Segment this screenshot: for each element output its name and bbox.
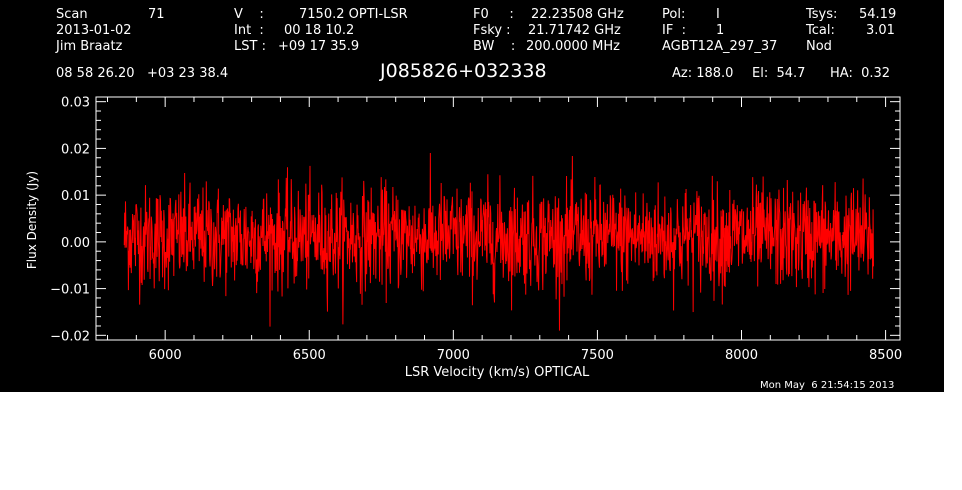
velocity-label: V : — [234, 7, 264, 22]
y-tick-label: −0.01 — [50, 283, 90, 298]
observing-mode: Nod — [806, 39, 832, 54]
y-tick-label: 0.02 — [61, 142, 90, 157]
rest-frequency-value: 22.23508 GHz — [531, 7, 624, 22]
polarization-value: I — [716, 7, 720, 22]
project-id: AGBT12A_297_37 — [662, 39, 778, 54]
integration-value: 00 18 10.2 — [284, 23, 355, 38]
sky-frequency-label: Fsky : — [473, 23, 511, 38]
y-tick-label: −0.02 — [50, 329, 90, 344]
x-tick-label: 7500 — [581, 348, 614, 363]
y-tick-label: 0.01 — [61, 189, 90, 204]
lst-value: +09 17 35.9 — [278, 39, 360, 54]
y-tick-label: 0.03 — [61, 96, 90, 111]
observation-date: 2013-01-02 — [56, 23, 132, 38]
tcal-label: Tcal: — [806, 23, 835, 38]
bandwidth-label: BW : — [473, 39, 516, 54]
if-label: IF : — [662, 23, 686, 38]
x-tick-label: 6500 — [293, 348, 326, 363]
spectrum-trace — [123, 153, 874, 331]
velocity-value: 7150.2 OPTI-LSR — [299, 7, 408, 22]
bandwidth-value: 200.0000 MHz — [526, 39, 620, 54]
tsys-label: Tsys: — [806, 7, 838, 22]
tcal-value: 3.01 — [866, 23, 895, 38]
x-ticks: 6000 6500 7000 7500 8000 8500 — [107, 97, 902, 363]
x-tick-label: 8500 — [869, 348, 902, 363]
y-tick-label: 0.00 — [61, 236, 90, 251]
y-ticks: −0.02 −0.01 0.00 0.01 0.02 0.03 — [50, 96, 900, 344]
x-tick-label: 7000 — [437, 348, 470, 363]
source-coordinates: 08 58 26.20 +03 23 38.4 — [56, 66, 229, 81]
azimuth: Az: 188.0 — [672, 66, 734, 81]
tsys-value: 54.19 — [859, 7, 897, 22]
y-axis-label: Flux Density (Jy) — [25, 171, 39, 269]
integration-label: Int : — [234, 23, 264, 38]
elevation: El: 54.7 — [752, 66, 806, 81]
x-axis-label: LSR Velocity (km/s) OPTICAL — [405, 365, 590, 380]
plot-timestamp: Mon May 6 21:54:15 2013 — [760, 380, 895, 391]
observer-name: Jim Braatz — [56, 39, 123, 54]
hour-angle: HA: 0.32 — [830, 66, 891, 81]
x-tick-label: 8000 — [725, 348, 758, 363]
spectrum-chart: −0.02 −0.01 0.00 0.01 0.02 0.03 6000 6500 7000 7… — [25, 96, 902, 380]
polarization-label: Pol: — [662, 7, 686, 22]
if-value: 1 — [716, 23, 725, 38]
scan-number: 71 — [148, 7, 165, 22]
plot-frame — [95, 96, 901, 341]
lst-label: LST : — [234, 39, 266, 54]
sky-frequency-value: 21.71742 GHz — [528, 23, 621, 38]
plot-window: Scan 71 2013-01-02 Jim Braatz V : 7150.2… — [0, 0, 944, 392]
rest-frequency-label: F0 : — [473, 7, 514, 22]
source-name: J085826+032338 — [380, 60, 547, 82]
scan-label: Scan — [56, 7, 88, 22]
x-tick-label: 6000 — [149, 348, 182, 363]
